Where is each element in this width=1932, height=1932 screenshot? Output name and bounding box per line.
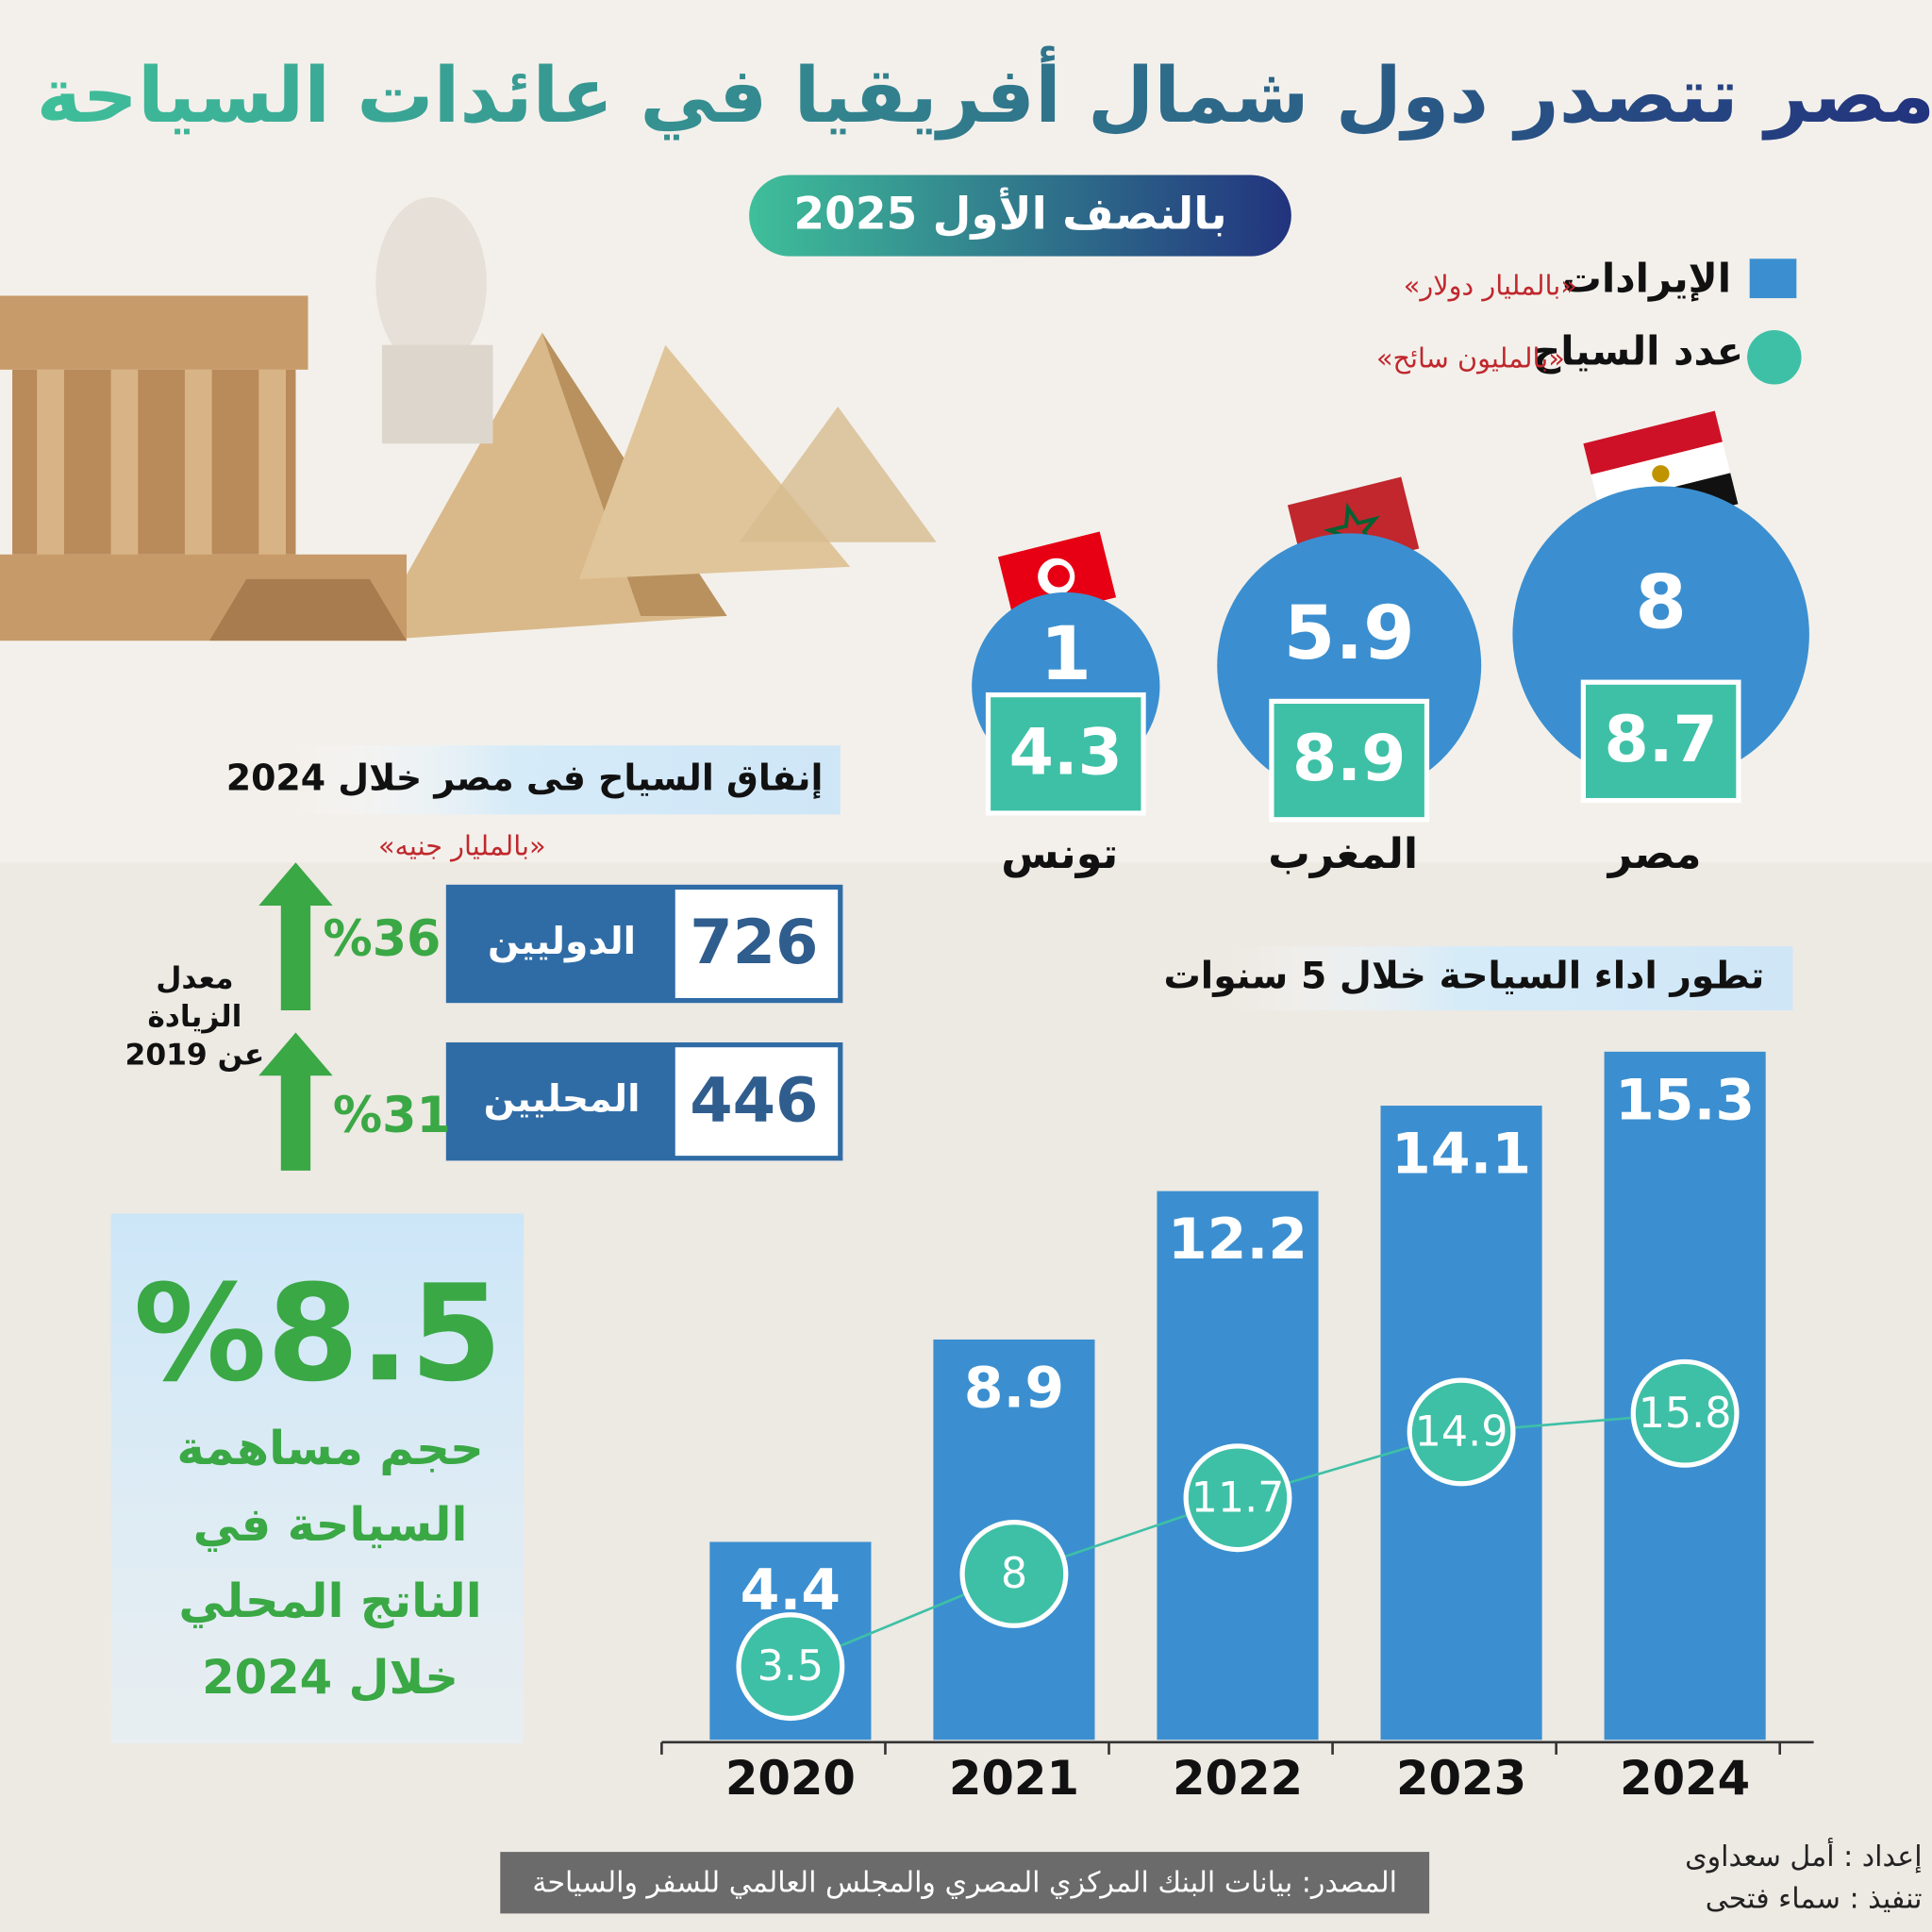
spending-unit: «بالمليار جنيه» — [378, 830, 546, 862]
tourist-box — [1580, 679, 1741, 804]
spending-change: %36 — [323, 911, 441, 968]
subtitle: بالنصف الأول 2025 — [793, 186, 1226, 240]
share-line: حجم مساهمة — [176, 1421, 483, 1475]
country-chart: 8 8.7 مصر 5.9 8.9 المغرب 1 4.3 تونس — [972, 486, 1809, 878]
bar-label: 8.9 — [964, 1355, 1064, 1421]
spending-label: الدوليين — [488, 921, 636, 963]
tourist-label: 8.9 — [1292, 722, 1406, 796]
tourist-point — [1183, 1443, 1292, 1553]
pyramids — [369, 332, 937, 641]
spending-title: إنفاق السياح فى مصر خلال 2024 — [226, 757, 824, 799]
trend-chart: 4.420208.9202112.2202214.1202315.320243.… — [660, 1051, 1814, 1806]
bar-label: 14.1 — [1391, 1121, 1531, 1187]
x-tick-label: 2021 — [949, 1751, 1079, 1806]
spending-value: 726 — [690, 907, 818, 978]
legend-unit: «بالمليار دولار» — [1404, 269, 1577, 301]
x-tick-label: 2024 — [1620, 1751, 1750, 1806]
revenue-label: 5.9 — [1284, 591, 1415, 676]
legend-swatch — [1749, 258, 1797, 299]
statue — [375, 196, 493, 444]
credit: تنفيذ : سماء فتحى — [1706, 1883, 1923, 1916]
bar-label: 12.2 — [1168, 1207, 1307, 1273]
revenue-label: 1 — [1041, 611, 1092, 697]
share-line: خلال 2024 — [202, 1650, 458, 1705]
source: المصدر: بيانات البنك المركزي المصري والم… — [532, 1867, 1397, 1900]
tourist-label: 8.7 — [1605, 703, 1718, 777]
spending-change: %31 — [333, 1088, 451, 1144]
tourist-point — [1407, 1377, 1516, 1487]
spending-value: 446 — [690, 1064, 818, 1136]
spending-label: المحليين — [484, 1078, 641, 1121]
tourist-point — [736, 1612, 845, 1722]
share-headline: %8.5 — [133, 1257, 502, 1411]
tourist-box — [1269, 698, 1430, 823]
title: مصر تتصدر دول شمال أفريقيا في عائدات الس… — [37, 45, 1932, 141]
legend-label: الإيرادات — [1562, 255, 1731, 302]
country-label: تونس — [1001, 830, 1118, 878]
tourist-label: 14.9 — [1415, 1408, 1508, 1457]
x-tick-label: 2022 — [1173, 1751, 1303, 1806]
legend-swatch — [1747, 330, 1802, 385]
subtitle-pill — [749, 175, 1291, 257]
note-line: معدل — [156, 961, 233, 995]
country-label: المغرب — [1268, 830, 1418, 878]
up-arrow — [258, 862, 333, 1011]
bar-label: 15.3 — [1615, 1067, 1755, 1133]
note-line: الزيادة — [147, 1000, 242, 1034]
share-line: الناتج المحلي — [178, 1574, 481, 1629]
tourist-label: 8 — [1001, 1550, 1027, 1598]
source-box — [500, 1852, 1430, 1914]
tourist-label: 3.5 — [758, 1642, 824, 1690]
note-line: عن 2019 — [125, 1038, 265, 1072]
x-tick-label: 2023 — [1396, 1751, 1526, 1806]
up-arrow — [258, 1032, 333, 1171]
country-label: مصر — [1607, 830, 1702, 878]
spending-title-box — [292, 745, 841, 815]
tourist-label: 11.7 — [1191, 1474, 1285, 1522]
trend-title: تطور اداء السياحة خلال 5 سنوات — [1163, 956, 1764, 998]
tourist-point — [959, 1519, 1069, 1628]
legend-unit: «بالمليون سائح» — [1376, 341, 1565, 374]
tourist-point — [1630, 1358, 1740, 1468]
share-line: السياحة في — [193, 1497, 468, 1552]
tourist-label: 15.8 — [1639, 1390, 1732, 1438]
trend-title-box — [1232, 946, 1793, 1011]
temple — [0, 295, 408, 641]
share-box — [110, 1213, 525, 1744]
credit: إعداد : أمل سعداوى — [1685, 1837, 1922, 1874]
tourist-box — [985, 691, 1146, 816]
legend-label: عدد السياح — [1532, 327, 1743, 374]
spending-row: الدوليين 726 — [445, 884, 843, 1004]
x-tick-label: 2020 — [725, 1751, 856, 1806]
revenue-label: 8 — [1635, 559, 1687, 645]
legend: الإيرادات«بالمليار دولار» عدد السياح«بالم… — [1376, 255, 1802, 385]
tourist-label: 4.3 — [1009, 715, 1123, 790]
spending-row: المحليين 446 — [445, 1041, 843, 1161]
